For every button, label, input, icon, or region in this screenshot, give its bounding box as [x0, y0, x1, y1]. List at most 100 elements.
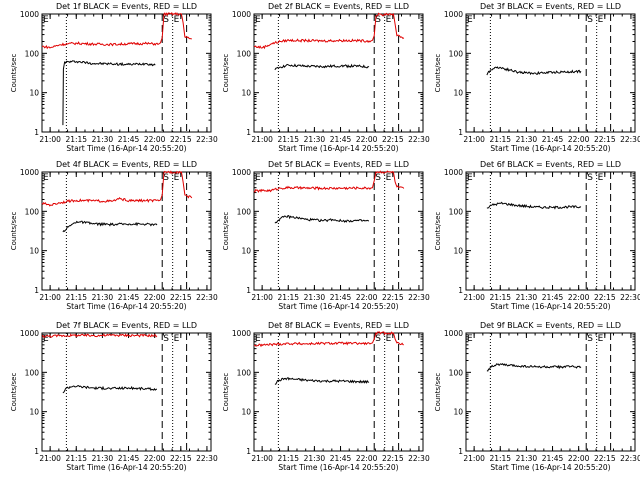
event-marker-label: E [174, 334, 180, 344]
x-tick-label: 21:45 [330, 293, 352, 302]
x-tick-label: 21:45 [542, 454, 564, 463]
x-tick-label: 21:30 [516, 293, 538, 302]
y-tick-label: 100 [237, 368, 252, 377]
x-tick-label: 22:15 [382, 454, 404, 463]
y-tick-label: 1000 [232, 10, 251, 19]
y-tick-label: 100 [25, 207, 40, 216]
event-marker-label: E [174, 173, 180, 183]
y-axis-label: Counts/sec [10, 373, 18, 412]
x-tick-label: 22:15 [382, 293, 404, 302]
x-tick-label: 21:45 [118, 454, 140, 463]
x-tick-label: 21:00 [251, 293, 273, 302]
x-tick-label: 22:30 [620, 135, 640, 144]
series-line-1 [62, 220, 158, 233]
x-tick-label: 21:00 [39, 454, 61, 463]
chart-panel-9: Det 9f BLACK = Events, RED = LLD 1 10 100 10… [434, 321, 640, 472]
y-tick-label: 1 [246, 447, 251, 456]
series-line-1 [274, 215, 370, 224]
y-tick-label: 10 [241, 247, 251, 256]
event-marker-label: E [598, 173, 604, 183]
series-line-2 [41, 170, 193, 207]
x-tick-label: 22:00 [144, 135, 166, 144]
x-tick-label: 21:15 [277, 293, 299, 302]
event-marker-label: E [43, 15, 49, 25]
x-tick-label: 21:00 [39, 293, 61, 302]
x-tick-label: 21:30 [304, 454, 326, 463]
series-line-1 [486, 362, 582, 372]
y-axis-label: Counts/sec [222, 54, 230, 93]
x-tick-label: 21:00 [463, 135, 485, 144]
x-tick-label: 21:30 [304, 135, 326, 144]
y-tick-label: 100 [25, 368, 40, 377]
x-axis-label: Start Time (16-Apr-14 20:55:20) [278, 463, 398, 472]
x-tick-label: 21:45 [542, 135, 564, 144]
x-tick-label: 22:15 [170, 135, 192, 144]
chart-title: Det 6f BLACK = Events, RED = LLD [480, 160, 621, 169]
y-tick-label: 1000 [444, 168, 463, 177]
plot-frame [253, 171, 424, 291]
x-tick-label: 22:00 [568, 454, 590, 463]
x-tick-label: 21:45 [330, 135, 352, 144]
plot-frame [253, 13, 424, 133]
y-tick-label: 100 [237, 49, 252, 58]
y-tick-label: 1000 [20, 168, 39, 177]
y-axis-label: Counts/sec [10, 212, 18, 251]
series-line-2 [253, 170, 405, 193]
x-tick-label: 21:15 [65, 135, 87, 144]
x-tick-label: 22:30 [408, 135, 430, 144]
event-marker-label: E [386, 334, 392, 344]
x-tick-label: 22:15 [170, 454, 192, 463]
y-tick-label: 1000 [232, 329, 251, 338]
chart-title: Det 5f BLACK = Events, RED = LLD [268, 160, 409, 169]
event-marker-label: S [163, 173, 169, 183]
x-tick-label: 22:15 [170, 293, 192, 302]
x-axis-label: Start Time (16-Apr-14 20:55:20) [66, 463, 186, 472]
series-line-2 [41, 333, 158, 338]
plot-frame [253, 332, 424, 452]
x-tick-label: 21:30 [304, 293, 326, 302]
y-tick-label: 1 [34, 447, 39, 456]
x-tick-label: 21:30 [92, 454, 114, 463]
event-marker-label: E [467, 15, 473, 25]
y-tick-label: 100 [25, 49, 40, 58]
x-tick-label: 22:15 [594, 293, 616, 302]
x-tick-label: 22:30 [620, 454, 640, 463]
y-tick-label: 10 [29, 89, 39, 98]
y-tick-label: 10 [29, 247, 39, 256]
y-tick-label: 100 [449, 207, 464, 216]
x-tick-label: 21:15 [489, 293, 511, 302]
y-tick-label: 10 [241, 89, 251, 98]
plot-frame [465, 171, 636, 291]
x-axis-label: Start Time (16-Apr-14 20:55:20) [490, 144, 610, 153]
series-line-1 [486, 201, 582, 210]
y-tick-label: 1000 [444, 329, 463, 338]
series-line-1 [62, 385, 157, 394]
x-tick-label: 22:00 [144, 293, 166, 302]
event-marker-label: E [598, 15, 604, 25]
x-tick-label: 21:45 [118, 293, 140, 302]
x-tick-label: 22:15 [382, 135, 404, 144]
series-line-2 [41, 12, 193, 50]
x-tick-label: 21:00 [39, 135, 61, 144]
x-tick-label: 22:30 [408, 454, 430, 463]
x-tick-label: 22:15 [594, 135, 616, 144]
y-tick-label: 1 [458, 286, 463, 295]
x-axis-label: Start Time (16-Apr-14 20:55:20) [278, 302, 398, 311]
x-tick-label: 21:15 [489, 135, 511, 144]
x-axis-label: Start Time (16-Apr-14 20:55:20) [278, 144, 398, 153]
chart-panel-7: Det 7f BLACK = Events, RED = LLD 1 10 100 10… [10, 321, 218, 472]
y-tick-label: 100 [449, 49, 464, 58]
event-marker-label: E [255, 334, 261, 344]
y-tick-label: 1000 [20, 10, 39, 19]
x-tick-label: 21:45 [330, 454, 352, 463]
chart-title: Det 8f BLACK = Events, RED = LLD [268, 321, 409, 330]
y-tick-label: 1 [34, 286, 39, 295]
event-marker-label: S [587, 15, 593, 25]
event-marker-label: E [467, 173, 473, 183]
y-tick-label: 10 [453, 89, 463, 98]
event-marker-label: E [255, 173, 261, 183]
y-tick-label: 100 [449, 368, 464, 377]
x-tick-label: 21:45 [118, 135, 140, 144]
x-tick-label: 22:00 [356, 454, 378, 463]
